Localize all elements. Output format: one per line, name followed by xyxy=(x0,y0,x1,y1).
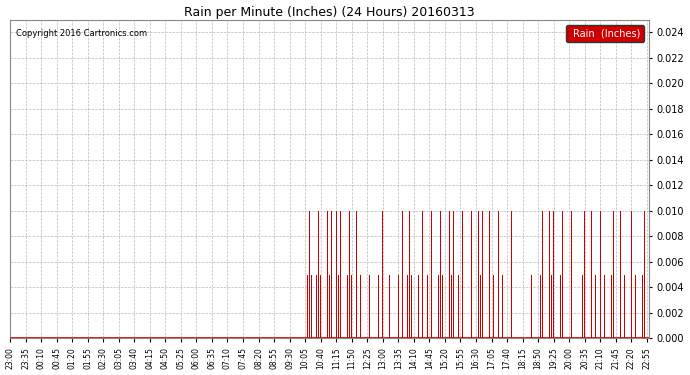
Title: Rain per Minute (Inches) (24 Hours) 20160313: Rain per Minute (Inches) (24 Hours) 2016… xyxy=(184,6,475,18)
Text: Copyright 2016 Cartronics.com: Copyright 2016 Cartronics.com xyxy=(17,29,148,38)
Legend: Rain  (Inches): Rain (Inches) xyxy=(566,25,644,42)
